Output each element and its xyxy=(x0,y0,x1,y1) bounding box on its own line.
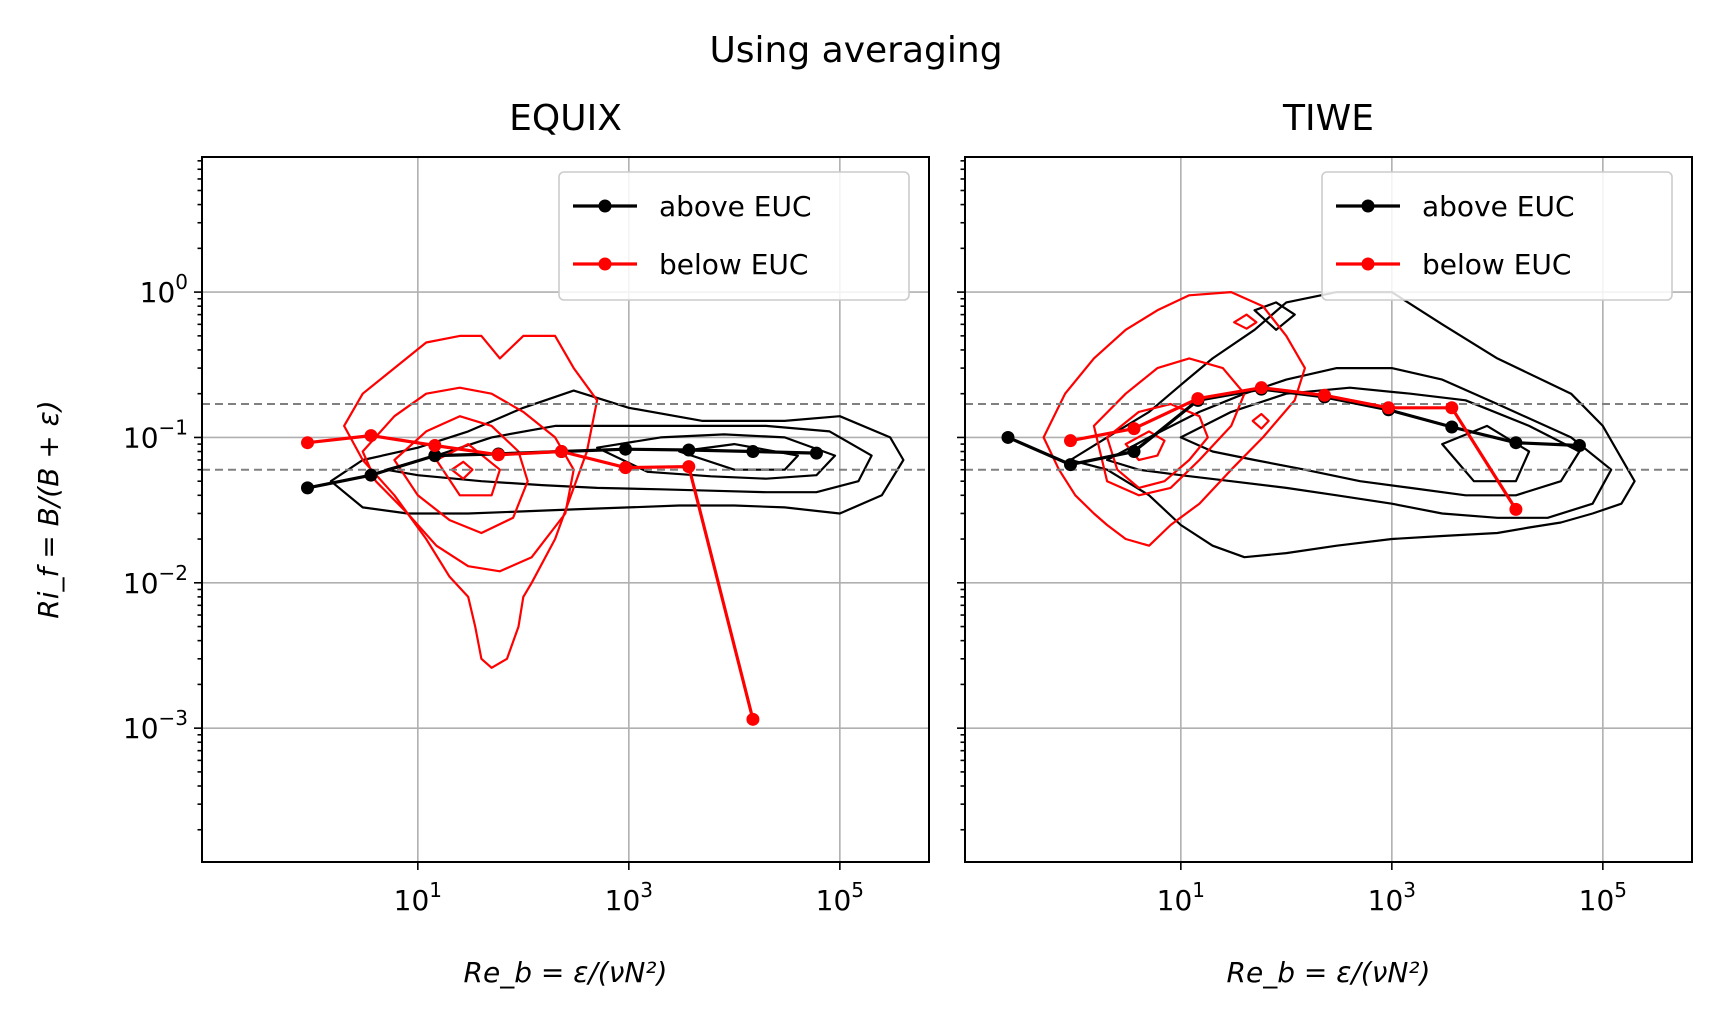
data-point xyxy=(1064,434,1078,448)
data-point xyxy=(1191,392,1205,406)
legend-box xyxy=(558,171,910,301)
data-point xyxy=(1001,430,1015,444)
y-tick-label: 100 xyxy=(140,270,188,309)
panel-title: EQUIX xyxy=(509,98,622,139)
data-point xyxy=(1127,445,1141,459)
data-point xyxy=(746,712,760,726)
series-below-euc xyxy=(301,429,760,726)
x-tick-label: 101 xyxy=(1157,878,1205,917)
x-tick-label: 103 xyxy=(1368,878,1416,917)
data-point xyxy=(1445,401,1459,415)
contour-5 xyxy=(361,386,575,573)
contour-4 xyxy=(343,334,599,669)
legend-entry: above EUC xyxy=(659,190,812,223)
data-point xyxy=(1445,420,1459,434)
data-point xyxy=(364,468,378,482)
data-point xyxy=(1127,422,1141,436)
data-point xyxy=(1509,502,1523,516)
panel-tiwe: 101 103 105 TIWE Re_b = ε/(νN²) above EUC belo… xyxy=(957,98,1693,989)
contour-1 xyxy=(385,424,873,494)
panel-equix: 101 103 105 10−3 10−2 10−1 100 EQUIX Re_b = ε/(ν… xyxy=(32,98,930,989)
data-point xyxy=(1317,388,1331,402)
data-point xyxy=(1254,381,1268,395)
data-point xyxy=(746,445,760,459)
legend-entry: below EUC xyxy=(659,248,808,281)
data-point xyxy=(554,445,568,459)
contour-0 xyxy=(329,389,905,515)
data-point xyxy=(619,461,633,475)
panel-title: TIWE xyxy=(1282,98,1374,139)
legend: above EUC below EUC xyxy=(558,171,910,301)
series-line xyxy=(1070,386,1518,511)
x-tick-label: 103 xyxy=(605,878,653,917)
x-tick-label: 101 xyxy=(394,878,442,917)
legend-entry: above EUC xyxy=(1422,190,1575,223)
legend-entry: below EUC xyxy=(1422,248,1571,281)
y-tick-label: 10−3 xyxy=(123,706,188,745)
data-point xyxy=(1064,458,1078,472)
contour-8 xyxy=(450,460,474,480)
data-point xyxy=(1572,439,1586,453)
legend: above EUC below EUC xyxy=(1321,171,1673,301)
contour-2 xyxy=(1179,386,1581,497)
axes-frame xyxy=(964,156,1693,863)
data-point xyxy=(1382,401,1396,415)
x-tick-label: 105 xyxy=(816,878,864,917)
data-point xyxy=(619,442,633,456)
data-point xyxy=(428,449,442,463)
legend-marker xyxy=(1361,199,1375,213)
data-point xyxy=(809,446,823,460)
data-point xyxy=(491,448,505,462)
contour-7 xyxy=(1105,402,1209,489)
data-point xyxy=(428,439,442,453)
contour-3 xyxy=(1441,424,1531,483)
suptitle: Using averaging xyxy=(709,30,1002,71)
legend-marker xyxy=(598,257,612,271)
series-line xyxy=(307,434,755,720)
contour-0 xyxy=(1069,291,1636,559)
contour-9 xyxy=(1232,313,1258,330)
contour-5 xyxy=(1042,291,1307,547)
contour-6 xyxy=(393,415,529,535)
x-axis-label: Re_b = ε/(νN²) xyxy=(464,956,668,989)
contour-7 xyxy=(435,443,501,497)
legend-box xyxy=(1321,171,1673,301)
legend-marker xyxy=(598,199,612,213)
data-point xyxy=(682,443,696,457)
data-point xyxy=(364,429,378,443)
contour-10 xyxy=(1251,412,1270,430)
x-tick-label: 105 xyxy=(1579,878,1627,917)
x-axis-label: Re_b = ε/(νN²) xyxy=(1227,956,1431,989)
data-point xyxy=(301,436,315,450)
axes-frame xyxy=(201,156,930,863)
plot-area xyxy=(202,334,929,726)
y-axis-label: Ri_f = B/(B + ε) xyxy=(32,400,65,618)
series-above-euc xyxy=(1001,382,1586,472)
contour-6 xyxy=(1092,357,1246,497)
contour-4 xyxy=(1253,301,1296,331)
y-tick-label: 10−2 xyxy=(123,561,188,600)
series-below-euc xyxy=(1064,381,1523,516)
y-tick-label: 10−1 xyxy=(123,415,188,454)
data-point xyxy=(682,460,696,474)
contour-3 xyxy=(678,443,800,471)
data-point xyxy=(301,481,315,495)
plot-area xyxy=(965,291,1692,559)
data-point xyxy=(1509,436,1523,450)
contour-2 xyxy=(595,433,837,480)
legend-marker xyxy=(1361,257,1375,271)
